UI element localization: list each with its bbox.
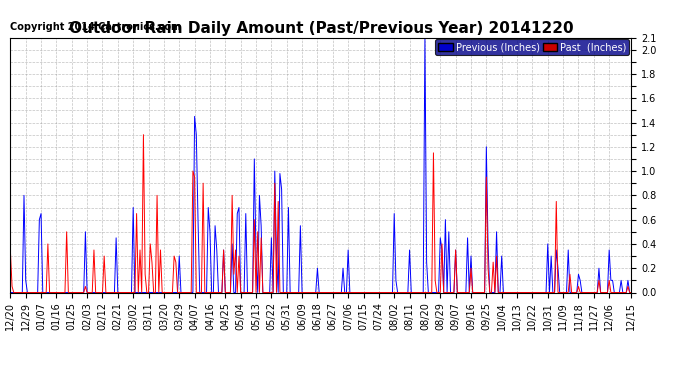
Text: Copyright 2014 Cartronics.com: Copyright 2014 Cartronics.com xyxy=(10,22,181,32)
Legend: Previous (Inches), Past  (Inches): Previous (Inches), Past (Inches) xyxy=(435,39,629,55)
Title: Outdoor Rain Daily Amount (Past/Previous Year) 20141220: Outdoor Rain Daily Amount (Past/Previous… xyxy=(68,21,573,36)
